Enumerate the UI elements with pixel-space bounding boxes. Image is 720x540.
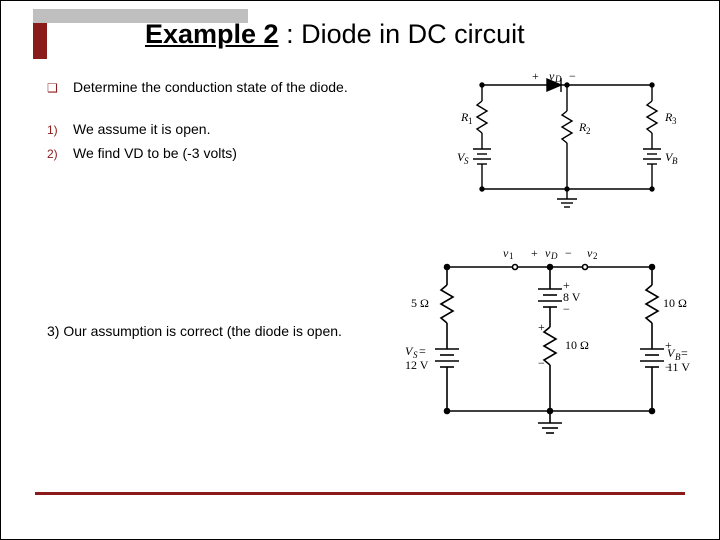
r-left-label: 5 Ω — [411, 296, 429, 310]
vd-sub-large: D — [550, 251, 558, 261]
r2-sub: 2 — [586, 126, 591, 136]
step-text-2: We find VD to be (-3 volts) — [73, 145, 407, 163]
vd-sub-small: D — [554, 74, 562, 84]
r-mid-label: 10 Ω — [565, 338, 589, 352]
vmid-minus: − — [563, 302, 570, 316]
bullet-determine: ❑ Determine the conduction state of the … — [47, 79, 407, 97]
step-text-1: We assume it is open. — [73, 121, 407, 139]
rmid-minus: − — [538, 356, 545, 370]
content-block: ❑ Determine the conduction state of the … — [47, 79, 407, 347]
r3-sub: 3 — [672, 116, 677, 126]
vb-sub-small: B — [672, 156, 678, 166]
v1-sub: 1 — [509, 251, 514, 261]
r-right-label: 10 Ω — [663, 296, 687, 310]
v2-sub: 2 — [593, 251, 598, 261]
step-marker-2: 2) — [47, 145, 73, 163]
vs-eq: = — [419, 344, 426, 358]
slide-container: Example 2 : Diode in DC circuit ❑ Determ… — [0, 0, 720, 540]
vd-minus-large: − — [565, 246, 572, 260]
bullet-text: Determine the conduction state of the di… — [73, 79, 407, 97]
step-marker-1: 1) — [47, 121, 73, 139]
accent-bar-left — [33, 23, 47, 59]
circuit-diagram-large: v 1 + v D − v 2 5 Ω 10 Ω 10 Ω + 8 V − + … — [397, 241, 697, 456]
r1-sub: 1 — [468, 116, 473, 126]
rmid-plus: + — [538, 320, 545, 334]
square-bullet-icon: ❑ — [47, 79, 73, 97]
step-2: 2) We find VD to be (-3 volts) — [47, 145, 407, 163]
step-text-3: 3) Our assumption is correct (the diode … — [47, 323, 407, 341]
vs-val: 12 V — [405, 358, 429, 372]
step-1: 1) We assume it is open. — [47, 121, 407, 139]
vs-sub-small: S — [464, 156, 469, 166]
vd-minus-small: − — [569, 71, 576, 83]
title-rest: : Diode in DC circuit — [279, 19, 525, 49]
vd-plus-large: + — [531, 246, 538, 260]
slide-title: Example 2 : Diode in DC circuit — [145, 19, 525, 50]
circuit-diagram-small: + v D − R 1 R 2 R 3 V S V B — [437, 71, 697, 221]
vb-eq: = — [681, 346, 688, 360]
vb-val: 11 V — [667, 360, 690, 374]
step-3: 3) Our assumption is correct (the diode … — [47, 323, 407, 341]
vd-plus-small: + — [532, 71, 539, 83]
title-strong: Example 2 — [145, 19, 279, 49]
footer-rule — [35, 492, 685, 495]
